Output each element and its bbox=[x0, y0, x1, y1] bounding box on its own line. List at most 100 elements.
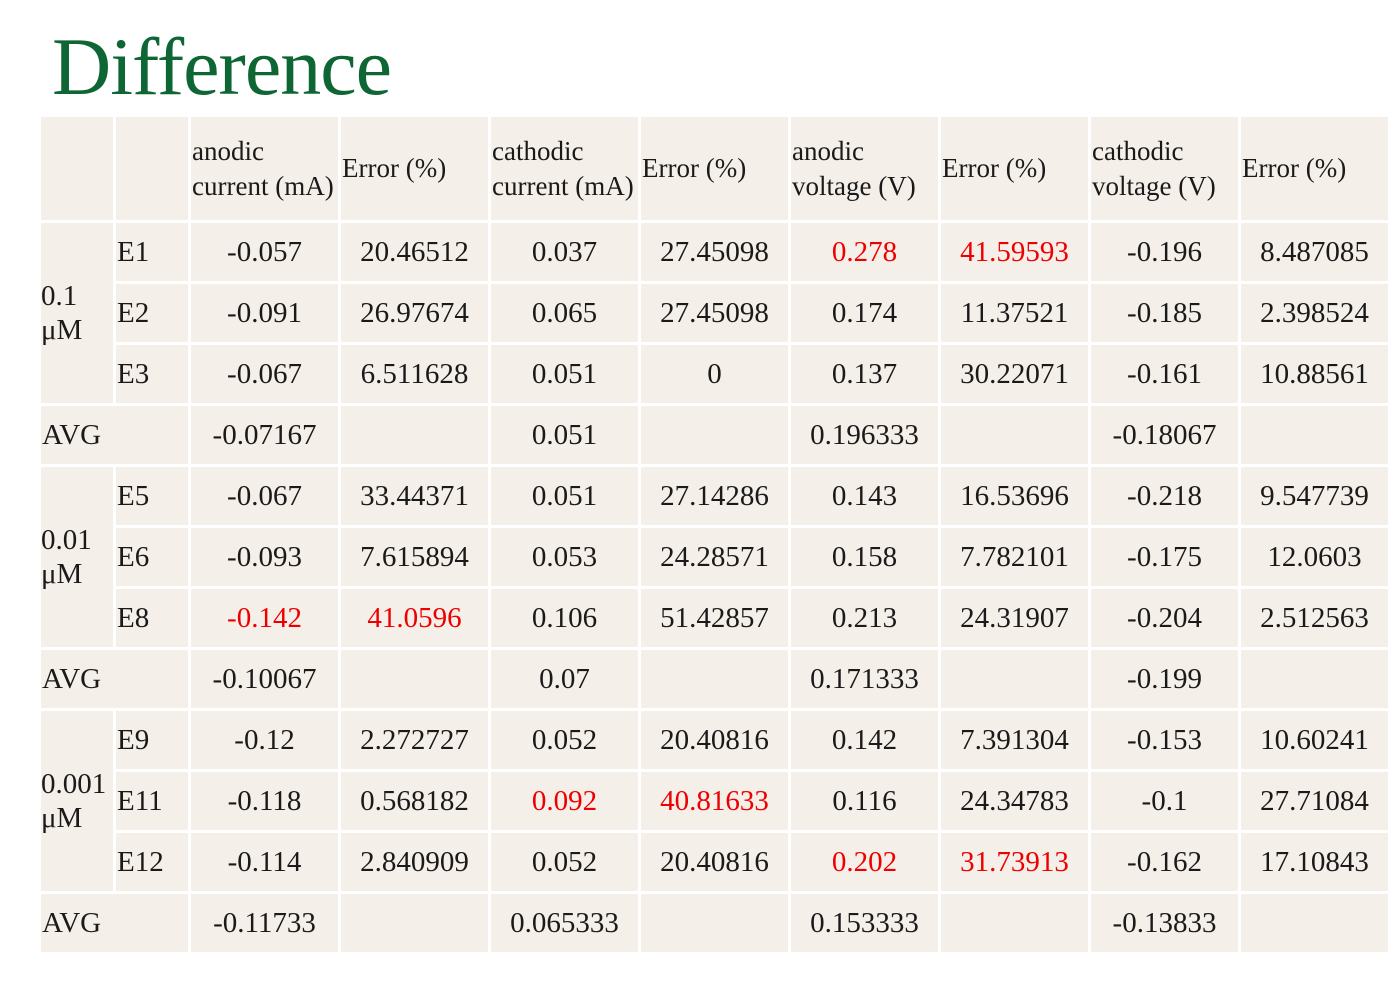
table-cell: 0.568182 bbox=[338, 769, 491, 833]
avg-cell: 0.171333 bbox=[788, 647, 941, 711]
table-cell-highlighted: 31.73913 bbox=[938, 830, 1091, 894]
avg-row: AVG -0.10067 0.07 0.171333 -0.199 bbox=[38, 647, 1391, 711]
row-id: E8 bbox=[113, 586, 191, 650]
table-cell: -0.162 bbox=[1088, 830, 1241, 894]
table-cell: -0.185 bbox=[1088, 281, 1241, 345]
header-cell: cathodic voltage (V) bbox=[1088, 114, 1241, 223]
table-row: E2 -0.091 26.97674 0.065 27.45098 0.174 … bbox=[40, 281, 1391, 345]
avg-label: AVG bbox=[38, 403, 191, 467]
avg-cell: -0.13833 bbox=[1088, 891, 1241, 955]
table-cell: 20.46512 bbox=[338, 220, 491, 284]
avg-cell bbox=[638, 403, 791, 467]
table-cell: 24.34783 bbox=[938, 769, 1091, 833]
avg-cell bbox=[938, 647, 1091, 711]
avg-cell bbox=[938, 891, 1091, 955]
table-cell: 12.0603 bbox=[1238, 525, 1391, 589]
table-cell-highlighted: 41.0596 bbox=[338, 586, 491, 650]
header-row: anodic current (mA) Error (%) cathodic c… bbox=[38, 114, 1391, 223]
avg-cell: -0.07167 bbox=[188, 403, 341, 467]
table-row: E12 -0.114 2.840909 0.052 20.40816 0.202… bbox=[40, 830, 1391, 894]
table-cell: 0.051 bbox=[488, 342, 641, 406]
slide-title: Difference bbox=[52, 21, 392, 112]
table-cell: 0.065 bbox=[488, 281, 641, 345]
header-cell: Error (%) bbox=[338, 114, 491, 223]
avg-label: AVG bbox=[38, 647, 191, 711]
header-corner-group bbox=[38, 114, 116, 223]
table-cell: 0.052 bbox=[488, 830, 641, 894]
avg-cell: 0.051 bbox=[488, 403, 641, 467]
header-corner-id bbox=[113, 114, 191, 223]
table-cell: 10.88561 bbox=[1238, 342, 1391, 406]
table-cell: -0.218 bbox=[1088, 464, 1241, 528]
avg-cell bbox=[338, 891, 491, 955]
table-cell: 26.97674 bbox=[338, 281, 491, 345]
table-row: E6 -0.093 7.615894 0.053 24.28571 0.158 … bbox=[40, 525, 1391, 589]
row-id: E5 bbox=[113, 464, 191, 528]
table-row: 0.01 μM E5 -0.067 33.44371 0.051 27.1428… bbox=[38, 464, 1391, 650]
table-cell: 0.052 bbox=[488, 708, 641, 772]
table-cell: -0.12 bbox=[188, 708, 341, 772]
table-cell-highlighted: 0.092 bbox=[488, 769, 641, 833]
row-id: E11 bbox=[113, 769, 191, 833]
header-cell: cathodic current (mA) bbox=[488, 114, 641, 223]
table-cell: -0.1 bbox=[1088, 769, 1241, 833]
table-cell: -0.161 bbox=[1088, 342, 1241, 406]
table-cell: -0.067 bbox=[188, 342, 341, 406]
header-cell: anodic current (mA) bbox=[188, 114, 341, 223]
group-label: 0.001 μM bbox=[38, 708, 116, 894]
row-id: E3 bbox=[113, 342, 191, 406]
table-cell: 7.782101 bbox=[938, 525, 1091, 589]
table-cell: 2.512563 bbox=[1238, 586, 1391, 650]
table-cell: 20.40816 bbox=[638, 708, 791, 772]
table-cell: 51.42857 bbox=[638, 586, 791, 650]
table-cell: 20.40816 bbox=[638, 830, 791, 894]
avg-cell: 0.196333 bbox=[788, 403, 941, 467]
table-row: E11 -0.118 0.568182 0.092 40.81633 0.116… bbox=[40, 769, 1391, 833]
table-cell: 0.037 bbox=[488, 220, 641, 284]
table-cell: 10.60241 bbox=[1238, 708, 1391, 772]
table-cell: -0.114 bbox=[188, 830, 341, 894]
header-cell: Error (%) bbox=[1238, 114, 1391, 223]
table-cell-highlighted: 0.278 bbox=[788, 220, 941, 284]
table-cell: -0.093 bbox=[188, 525, 341, 589]
group-label: 0.1 μM bbox=[38, 220, 116, 406]
table-cell: -0.175 bbox=[1088, 525, 1241, 589]
table-cell: 0.158 bbox=[788, 525, 941, 589]
table-cell: 27.71084 bbox=[1238, 769, 1391, 833]
table-cell: 0.053 bbox=[488, 525, 641, 589]
avg-cell: 0.153333 bbox=[788, 891, 941, 955]
table-cell: 7.391304 bbox=[938, 708, 1091, 772]
table-cell: 2.272727 bbox=[338, 708, 491, 772]
table-cell: 8.487085 bbox=[1238, 220, 1391, 284]
avg-cell bbox=[338, 403, 491, 467]
table-cell: 0.174 bbox=[788, 281, 941, 345]
table-cell: -0.091 bbox=[188, 281, 341, 345]
header-cell: Error (%) bbox=[638, 114, 791, 223]
table-row: E3 -0.067 6.511628 0.051 0 0.137 30.2207… bbox=[40, 342, 1391, 406]
group-label: 0.01 μM bbox=[38, 464, 116, 650]
avg-cell bbox=[1238, 891, 1391, 955]
table-cell-highlighted: 41.59593 bbox=[938, 220, 1091, 284]
table-row: 0.1 μM E1 -0.057 20.46512 0.037 27.45098… bbox=[38, 220, 1391, 406]
table-cell: 0.213 bbox=[788, 586, 941, 650]
row-id: E6 bbox=[113, 525, 191, 589]
table-cell: 9.547739 bbox=[1238, 464, 1391, 528]
difference-table: anodic current (mA) Error (%) cathodic c… bbox=[38, 114, 1391, 955]
table-cell: 30.22071 bbox=[938, 342, 1091, 406]
table-cell: -0.118 bbox=[188, 769, 341, 833]
table-cell: 27.14286 bbox=[638, 464, 791, 528]
table-cell: 24.31907 bbox=[938, 586, 1091, 650]
header-cell: Error (%) bbox=[938, 114, 1091, 223]
table-cell-highlighted: -0.142 bbox=[188, 586, 341, 650]
table-cell: 0.137 bbox=[788, 342, 941, 406]
avg-cell: -0.199 bbox=[1088, 647, 1241, 711]
row-id: E1 bbox=[113, 220, 191, 284]
table-row: 0.001 μM E9 -0.12 2.272727 0.052 20.4081… bbox=[38, 708, 1391, 894]
avg-cell: -0.11733 bbox=[188, 891, 341, 955]
table-cell: -0.057 bbox=[188, 220, 341, 284]
table-cell: 27.45098 bbox=[638, 281, 791, 345]
avg-cell bbox=[638, 647, 791, 711]
avg-cell bbox=[1238, 403, 1391, 467]
table-cell-highlighted: 40.81633 bbox=[638, 769, 791, 833]
avg-cell bbox=[938, 403, 1091, 467]
